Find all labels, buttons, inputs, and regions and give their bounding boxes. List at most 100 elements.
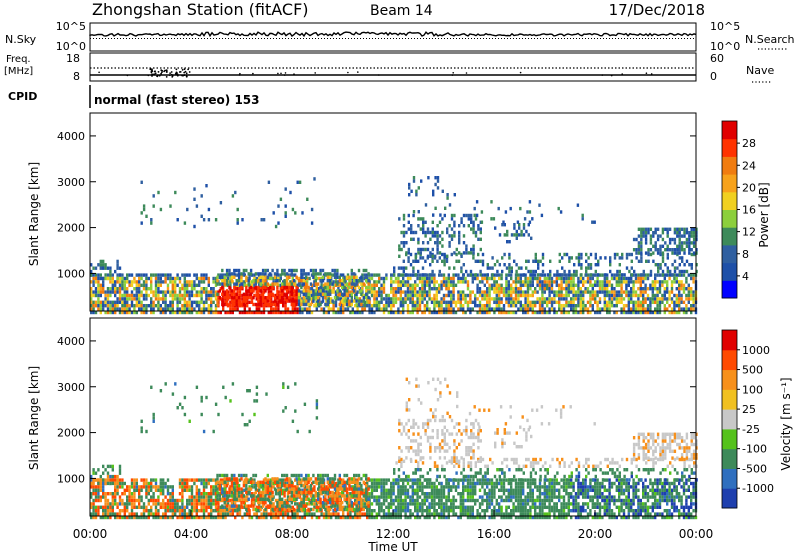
range-gate-cell [445, 301, 447, 304]
range-gate-cell [683, 263, 685, 266]
range-gate-cell [121, 307, 123, 310]
range-gate-cell [573, 263, 575, 266]
range-gate-cell [128, 294, 130, 297]
range-gate-cell [271, 303, 273, 306]
range-gate-cell [153, 194, 155, 197]
range-gate-cell [608, 294, 610, 297]
range-gate-cell [229, 512, 231, 515]
range-gate-cell [260, 299, 262, 302]
range-gate-cell [236, 282, 238, 285]
range-gate-cell [416, 294, 418, 297]
range-gate-cell [445, 284, 447, 287]
range-gate-cell [262, 272, 264, 275]
range-gate-cell [212, 294, 214, 297]
range-gate-cell [205, 277, 207, 280]
range-gate-cell [198, 277, 200, 280]
range-gate-cell [172, 277, 174, 280]
range-gate-cell [116, 290, 118, 293]
range-gate-cell [436, 251, 438, 254]
range-gate-cell [360, 299, 362, 302]
range-gate-cell [444, 207, 446, 210]
range-gate-cell [688, 234, 690, 237]
range-gate-cell [119, 499, 121, 502]
range-gate-cell [100, 478, 102, 481]
range-gate-cell [365, 286, 367, 289]
range-gate-cell [196, 277, 198, 280]
range-gate-cell [238, 299, 240, 302]
range-gate-cell [243, 299, 245, 302]
range-gate-cell [422, 256, 424, 259]
range-gate-cell [467, 492, 469, 495]
range-gate-cell [390, 485, 392, 488]
range-gate-cell [671, 251, 673, 254]
range-gate-cell [472, 307, 474, 310]
range-gate-cell [186, 482, 188, 485]
range-gate-cell [650, 273, 652, 276]
range-gate-cell [451, 214, 453, 217]
range-gate-cell [500, 301, 502, 304]
range-gate-cell [688, 241, 690, 244]
range-gate-cell [560, 307, 562, 310]
range-gate-cell [510, 304, 512, 307]
range-gate-cell [500, 290, 502, 293]
range-gate-cell [450, 485, 452, 488]
range-gate-cell [474, 499, 476, 502]
range-gate-cell [208, 495, 210, 498]
range-gate-cell [625, 294, 627, 297]
range-gate-cell [164, 307, 166, 310]
range-gate-cell [373, 280, 375, 283]
range-gate-cell [448, 277, 450, 280]
range-gate-cell [179, 294, 181, 297]
range-gate-cell [440, 307, 442, 310]
range-gate-cell [656, 307, 658, 310]
range-gate-cell [685, 287, 687, 290]
range-gate-cell [191, 485, 193, 488]
range-gate-cell [200, 301, 202, 304]
range-gate-cell [400, 241, 402, 244]
range-gate-cell [390, 489, 392, 492]
range-gate-cell [353, 299, 355, 302]
range-gate-cell [174, 277, 176, 280]
range-gate-cell [145, 290, 147, 293]
range-gate-cell [448, 241, 450, 244]
range-gate-cell [417, 241, 419, 244]
range-gate-cell [97, 304, 99, 307]
range-gate-cell [512, 304, 514, 307]
range-gate-cell [422, 231, 424, 234]
range-gate-cell [200, 273, 202, 276]
range-gate-cell [421, 509, 423, 512]
range-gate-cell [462, 280, 464, 283]
range-gate-cell [224, 296, 226, 299]
range-gate-cell [279, 279, 281, 282]
range-gate-cell [131, 304, 133, 307]
range-gate-cell [119, 512, 121, 515]
range-gate-cell [212, 287, 214, 290]
range-gate-cell [376, 280, 378, 283]
range-gate-cell [100, 301, 102, 304]
range-gate-cell [671, 284, 673, 287]
range-gate-cell [429, 251, 431, 254]
range-gate-cell [128, 273, 130, 276]
range-gate-cell [400, 301, 402, 304]
range-gate-cell [264, 279, 266, 282]
range-gate-cell [212, 280, 214, 283]
range-gate-cell [388, 502, 390, 505]
range-gate-cell [200, 307, 202, 310]
range-gate-cell [457, 297, 459, 300]
range-gate-cell [462, 277, 464, 280]
range-gate-cell [107, 287, 109, 290]
range-gate-cell [119, 502, 121, 505]
range-gate-cell [491, 266, 493, 269]
range-gate-cell [155, 489, 157, 492]
range-gate-cell [143, 307, 145, 310]
range-gate-cell [438, 284, 440, 287]
range-gate-cell [404, 297, 406, 300]
range-gate-cell [397, 284, 399, 287]
range-gate-cell [609, 270, 611, 273]
range-gate-cell [666, 297, 668, 300]
range-gate-cell [239, 290, 241, 293]
range-gate-cell [398, 266, 400, 269]
range-gate-cell [313, 502, 315, 505]
range-gate-cell [467, 485, 469, 488]
range-gate-cell [291, 269, 293, 272]
